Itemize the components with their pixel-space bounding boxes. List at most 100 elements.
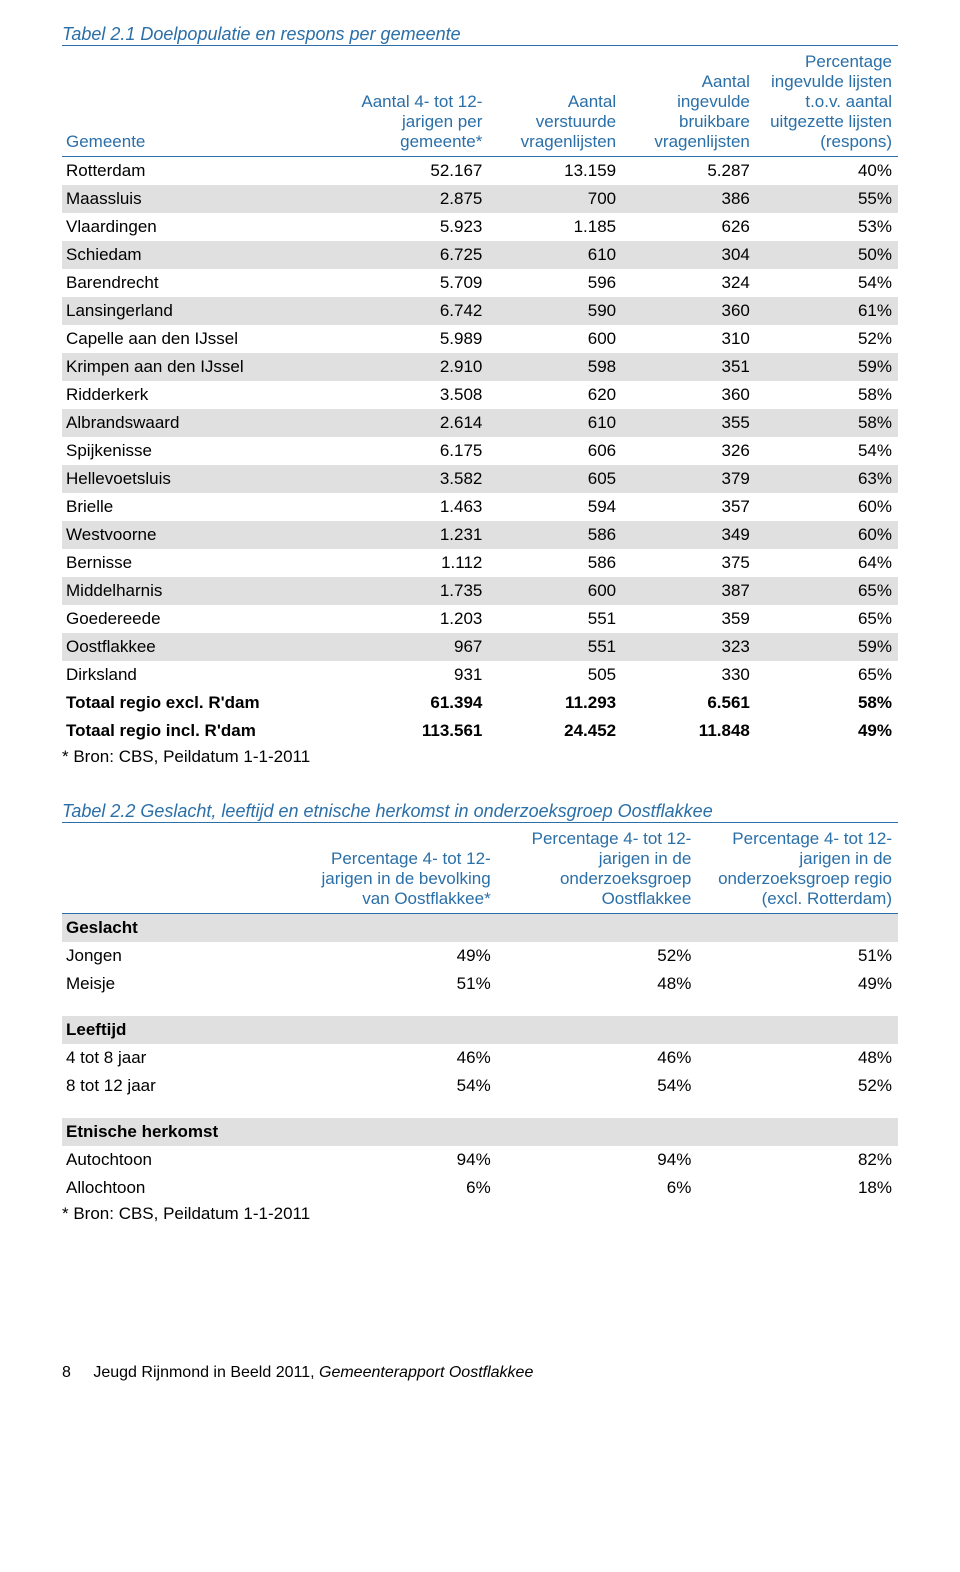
- table-cell: 49%: [296, 942, 497, 970]
- table-row: Schiedam6.72561030450%: [62, 241, 898, 269]
- table-cell: 48%: [697, 1044, 898, 1072]
- table-cell: 505: [488, 661, 622, 689]
- table-row: Middelharnis1.73560038765%: [62, 577, 898, 605]
- table-cell: Totaal regio excl. R'dam: [62, 689, 346, 717]
- table-cell: 40%: [756, 157, 898, 186]
- table-cell: 65%: [756, 605, 898, 633]
- table-cell: 605: [488, 465, 622, 493]
- table-cell: 51%: [697, 942, 898, 970]
- table-cell: Maassluis: [62, 185, 346, 213]
- table-cell: 61.394: [346, 689, 488, 717]
- table-cell: 596: [488, 269, 622, 297]
- table-cell: 304: [622, 241, 756, 269]
- table-cell: Goedereede: [62, 605, 346, 633]
- table-cell: 59%: [756, 633, 898, 661]
- table-row: Meisje51%48%49%: [62, 970, 898, 998]
- table-cell: 586: [488, 521, 622, 549]
- table-cell: 326: [622, 437, 756, 465]
- table-cell: 360: [622, 297, 756, 325]
- table-cell: 626: [622, 213, 756, 241]
- table-cell: 1.185: [488, 213, 622, 241]
- table-row: Barendrecht5.70959632454%: [62, 269, 898, 297]
- table-cell: 594: [488, 493, 622, 521]
- table-cell: 18%: [697, 1174, 898, 1202]
- table-cell: 6%: [497, 1174, 698, 1202]
- table-total-row: Totaal regio incl. R'dam113.56124.45211.…: [62, 717, 898, 745]
- table-cell: 49%: [756, 717, 898, 745]
- table-cell: 51%: [296, 970, 497, 998]
- table2: Percentage 4- tot 12-jarigen in de bevol…: [62, 825, 898, 1202]
- table-cell: Westvoorne: [62, 521, 346, 549]
- table-row: Oostflakkee96755132359%: [62, 633, 898, 661]
- table-cell: 54%: [296, 1072, 497, 1100]
- table-cell: 967: [346, 633, 488, 661]
- group-label: Etnische herkomst: [62, 1118, 898, 1146]
- table-cell: 52.167: [346, 157, 488, 186]
- table-cell: 50%: [756, 241, 898, 269]
- table-cell: 52%: [756, 325, 898, 353]
- table-cell: 61%: [756, 297, 898, 325]
- table-cell: 386: [622, 185, 756, 213]
- table-cell: Hellevoetsluis: [62, 465, 346, 493]
- table1: Gemeente Aantal 4- tot 12-jarigen per ge…: [62, 48, 898, 745]
- table1-title: Tabel 2.1 Doelpopulatie en respons per g…: [62, 24, 898, 46]
- table-cell: 59%: [756, 353, 898, 381]
- table-cell: 46%: [497, 1044, 698, 1072]
- table-cell: Vlaardingen: [62, 213, 346, 241]
- table-row: Dirksland93150533065%: [62, 661, 898, 689]
- table-cell: 620: [488, 381, 622, 409]
- t2-h1: Percentage 4- tot 12-jarigen in de bevol…: [296, 825, 497, 914]
- page-number: 8: [62, 1364, 71, 1381]
- table-cell: 2.910: [346, 353, 488, 381]
- table-cell: 58%: [756, 409, 898, 437]
- table-row: Autochtoon94%94%82%: [62, 1146, 898, 1174]
- table-cell: 13.159: [488, 157, 622, 186]
- table-cell: 700: [488, 185, 622, 213]
- table-row: Bernisse1.11258637564%: [62, 549, 898, 577]
- table-cell: 82%: [697, 1146, 898, 1174]
- table-row: Capelle aan den IJssel5.98960031052%: [62, 325, 898, 353]
- table2-title: Tabel 2.2 Geslacht, leeftijd en etnische…: [62, 801, 898, 823]
- table-cell: 52%: [697, 1072, 898, 1100]
- table-cell: 94%: [497, 1146, 698, 1174]
- table-cell: 1.231: [346, 521, 488, 549]
- table-cell: 610: [488, 409, 622, 437]
- table-cell: 2.614: [346, 409, 488, 437]
- group-header-row: Geslacht: [62, 914, 898, 943]
- table-cell: 606: [488, 437, 622, 465]
- table-cell: Schiedam: [62, 241, 346, 269]
- table-cell: 52%: [497, 942, 698, 970]
- table-row: 4 tot 8 jaar46%46%48%: [62, 1044, 898, 1072]
- table-cell: Capelle aan den IJssel: [62, 325, 346, 353]
- table-cell: Autochtoon: [62, 1146, 296, 1174]
- table-cell: 323: [622, 633, 756, 661]
- table2-footnote: * Bron: CBS, Peildatum 1-1-2011: [62, 1204, 898, 1224]
- table-cell: 11.293: [488, 689, 622, 717]
- table-cell: 94%: [296, 1146, 497, 1174]
- table-cell: Krimpen aan den IJssel: [62, 353, 346, 381]
- group-label: Geslacht: [62, 914, 898, 943]
- table-cell: 58%: [756, 689, 898, 717]
- table-cell: 6%: [296, 1174, 497, 1202]
- table-cell: Dirksland: [62, 661, 346, 689]
- table-cell: 379: [622, 465, 756, 493]
- table-cell: 54%: [497, 1072, 698, 1100]
- table-cell: 8 tot 12 jaar: [62, 1072, 296, 1100]
- table-cell: 5.989: [346, 325, 488, 353]
- t2-h3: Percentage 4- tot 12-jarigen in de onder…: [697, 825, 898, 914]
- table-row: Spijkenisse6.17560632654%: [62, 437, 898, 465]
- table-cell: 3.582: [346, 465, 488, 493]
- table-cell: 610: [488, 241, 622, 269]
- table-cell: Jongen: [62, 942, 296, 970]
- table-cell: 63%: [756, 465, 898, 493]
- table-cell: 60%: [756, 521, 898, 549]
- group-header-row: Etnische herkomst: [62, 1118, 898, 1146]
- table-cell: 551: [488, 633, 622, 661]
- table-cell: 65%: [756, 661, 898, 689]
- table-cell: 351: [622, 353, 756, 381]
- table-row: Westvoorne1.23158634960%: [62, 521, 898, 549]
- table-cell: 387: [622, 577, 756, 605]
- table-cell: Meisje: [62, 970, 296, 998]
- t1-h2: Aantal verstuurde vragenlijsten: [488, 48, 622, 157]
- t1-h4: Percentage ingevulde lijsten t.o.v. aant…: [756, 48, 898, 157]
